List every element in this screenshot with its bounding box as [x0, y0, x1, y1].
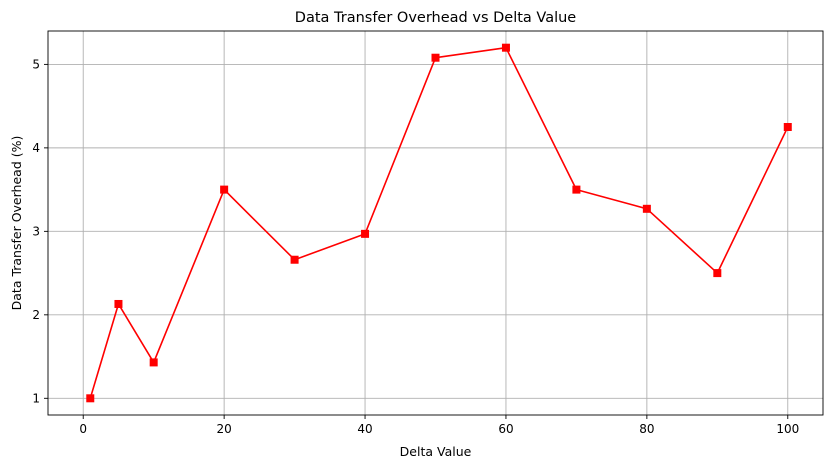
data-point — [783, 123, 792, 131]
data-point — [114, 299, 123, 308]
x-tick-label: 100 — [776, 422, 799, 436]
y-tick-label: 4 — [32, 141, 40, 155]
x-tick-label: 40 — [357, 422, 372, 436]
x-tick-label: 60 — [498, 422, 513, 436]
data-point — [642, 204, 651, 213]
y-tick-label: 1 — [32, 391, 40, 405]
y-tick-label: 3 — [32, 224, 40, 238]
data-point — [572, 185, 581, 194]
series-line — [89, 46, 789, 399]
data-point — [86, 394, 95, 403]
data-point — [501, 43, 510, 52]
series-layer — [86, 43, 792, 403]
y-tick-label: 5 — [32, 57, 40, 71]
grid-lines — [48, 31, 823, 415]
x-tick-label: 0 — [79, 422, 87, 436]
data-point — [220, 185, 229, 194]
data-point — [431, 53, 440, 62]
x-axis-label: Delta Value — [400, 444, 472, 459]
data-point — [713, 269, 722, 278]
data-point — [149, 358, 158, 367]
plot-frame — [47, 30, 824, 416]
data-point — [290, 255, 299, 264]
chart-title: Data Transfer Overhead vs Delta Value — [295, 10, 577, 26]
axis-ticks: 0 20 40 60 80 100 1 2 3 4 5 — [32, 57, 799, 436]
y-axis-label: Data Transfer Overhead (%) — [9, 136, 24, 311]
x-tick-label: 20 — [216, 422, 231, 436]
y-tick-label: 2 — [32, 308, 40, 322]
x-tick-label: 80 — [639, 422, 654, 436]
data-point — [361, 229, 370, 238]
